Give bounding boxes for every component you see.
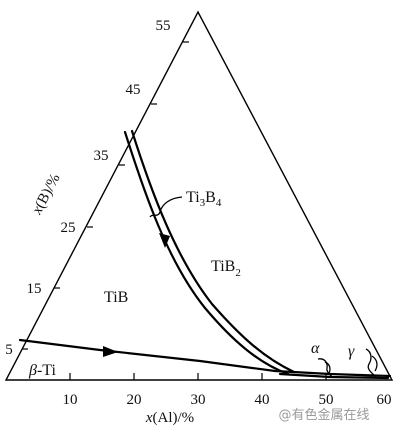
arrow-beta-ti [103,346,118,357]
x-axis-title: x(Al)/% [145,410,194,426]
phase-label-ti3b4: Ti3B4 [186,189,222,209]
x-tick-label-10: 10 [63,392,78,408]
ti3b4-boundary-outer [123,130,290,376]
ti3b4-boundary-inner [130,129,296,374]
phase-label-alpha: α [311,340,320,357]
phase-label-gamma: γ [348,343,355,360]
ti3b4-leader-line [149,196,183,218]
watermark: @有色金属在线 [278,407,369,423]
y-axis-ticks [22,41,189,350]
x-tick-label-60: 60 [377,392,392,408]
diagram-frame [4,10,394,381]
beta-ti-boundary-lower [278,372,390,380]
gamma-region-outline-2 [371,355,378,372]
y-tick-label-15: 15 [27,281,42,297]
x-axis-title-rest: (Al)/% [153,410,195,426]
beta-ti-boundary [18,338,392,378]
alpha-region-outline [317,358,333,378]
y-tick-label-45: 45 [126,82,141,98]
gamma-region-outline [365,348,377,378]
y-tick-label-25: 25 [61,220,76,236]
phase-label-tib2: TiB2 [211,258,241,279]
y-axis-title: x(B)/% [29,171,64,218]
x-axis-title-var: x [145,410,153,426]
x-tick-label-50: 50 [319,392,334,408]
y-tick-label-35: 35 [94,148,109,164]
y-tick-label-55: 55 [156,18,171,34]
x-tick-label-40: 40 [255,392,270,408]
x-tick-label-30: 30 [191,392,206,408]
y-tick-label-5: 5 [5,342,13,358]
phase-label-beta-ti: β-Ti [28,362,57,379]
phase-label-tib: TiB [104,289,128,306]
y-axis-title-rest: (B)/% [32,171,63,211]
alpha-region-outline-2 [324,361,331,374]
x-tick-label-20: 20 [127,392,142,408]
arrow-ti3b4 [159,233,170,248]
